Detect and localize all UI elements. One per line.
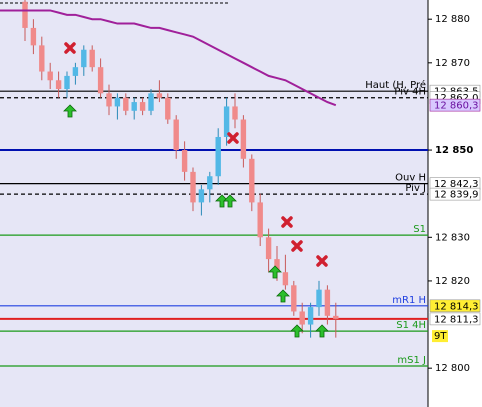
level-label: mS1 J (397, 355, 426, 366)
candle-body (274, 259, 280, 273)
y-tick-label: 12 820 (435, 276, 470, 287)
candle-body (47, 71, 53, 81)
up-arrow (290, 324, 304, 338)
level-label: Haut (H, Pré (365, 79, 426, 91)
candle-body (72, 67, 79, 76)
candle-body (324, 289, 331, 316)
candle-body (89, 49, 95, 68)
x-marker (227, 132, 239, 144)
up-arrow (223, 194, 237, 208)
candle-body (307, 307, 314, 325)
value-box (429, 299, 481, 313)
value-label: 12 842,3 (434, 179, 479, 190)
candle-body (190, 171, 196, 203)
up-arrow (276, 289, 290, 303)
value-label: 12 862,0 (434, 93, 479, 104)
candle-body (173, 119, 179, 151)
value-label: 12 860,3 (434, 101, 479, 112)
candle-body (257, 202, 263, 238)
candle-body (316, 289, 322, 308)
candle-body (215, 136, 221, 177)
candle-body (240, 119, 247, 159)
candle-body (81, 49, 87, 68)
candle-body (114, 97, 121, 107)
candle-body (148, 93, 154, 111)
level-label: Piv 4H (394, 87, 426, 98)
value-box (429, 312, 481, 326)
badge: 9T (434, 331, 447, 342)
signals (63, 42, 329, 338)
up-arrow (315, 324, 329, 338)
x-marker (64, 42, 76, 54)
up-arrow (268, 265, 282, 279)
up-arrow (63, 104, 77, 118)
candle-body (39, 45, 45, 72)
level-label: mR1 H (392, 295, 426, 306)
x-marker (291, 240, 303, 252)
y-tick-label: 12 800 (435, 363, 470, 374)
plot-background (0, 0, 428, 407)
candle-body (165, 97, 171, 120)
y-tick-label: 12 880 (435, 14, 470, 25)
candle-body (207, 176, 213, 190)
candle-body (97, 67, 104, 94)
candle-body (123, 97, 129, 111)
x-marker (316, 255, 328, 267)
y-tick-label: 12 830 (435, 232, 470, 243)
y-tick-label: 12 850 (435, 145, 473, 156)
candle-body (131, 102, 137, 111)
candle-body (232, 106, 238, 120)
moving-average (0, 9, 337, 107)
candle-body (299, 311, 305, 325)
candle-body (106, 93, 112, 107)
x-marker (281, 216, 293, 228)
value-box (429, 187, 481, 201)
candle-body (223, 106, 230, 137)
value-label: 12 814,3 (434, 301, 479, 312)
value-label: 12 839,9 (434, 190, 479, 201)
value-label: 12 811,3 (434, 314, 479, 325)
level-label: Piv J (405, 183, 426, 194)
y-tick-label: 12 870 (435, 58, 470, 69)
candle-body (156, 93, 163, 98)
candle-body (55, 80, 62, 89)
candle-body (30, 27, 37, 46)
candle-body (265, 237, 272, 260)
axis-labels: 12 880 12 870 12 850 12 830 12 820 12 800 12 8… (428, 14, 481, 374)
value-box (429, 98, 481, 112)
candle-body (333, 315, 339, 319)
candle-body (282, 272, 289, 286)
candle-body (181, 150, 188, 172)
level-label: Ouv H (395, 173, 426, 184)
candle-body (64, 75, 70, 89)
level-label: S1 4H (396, 320, 426, 331)
candle-body (249, 158, 255, 203)
candle-body (139, 102, 146, 111)
candle-body (22, 1, 28, 28)
candle-body (291, 285, 297, 312)
candle-body (198, 189, 205, 203)
level-label: S1 (413, 224, 426, 235)
badge-box (432, 330, 448, 343)
candles (0, 0, 339, 338)
